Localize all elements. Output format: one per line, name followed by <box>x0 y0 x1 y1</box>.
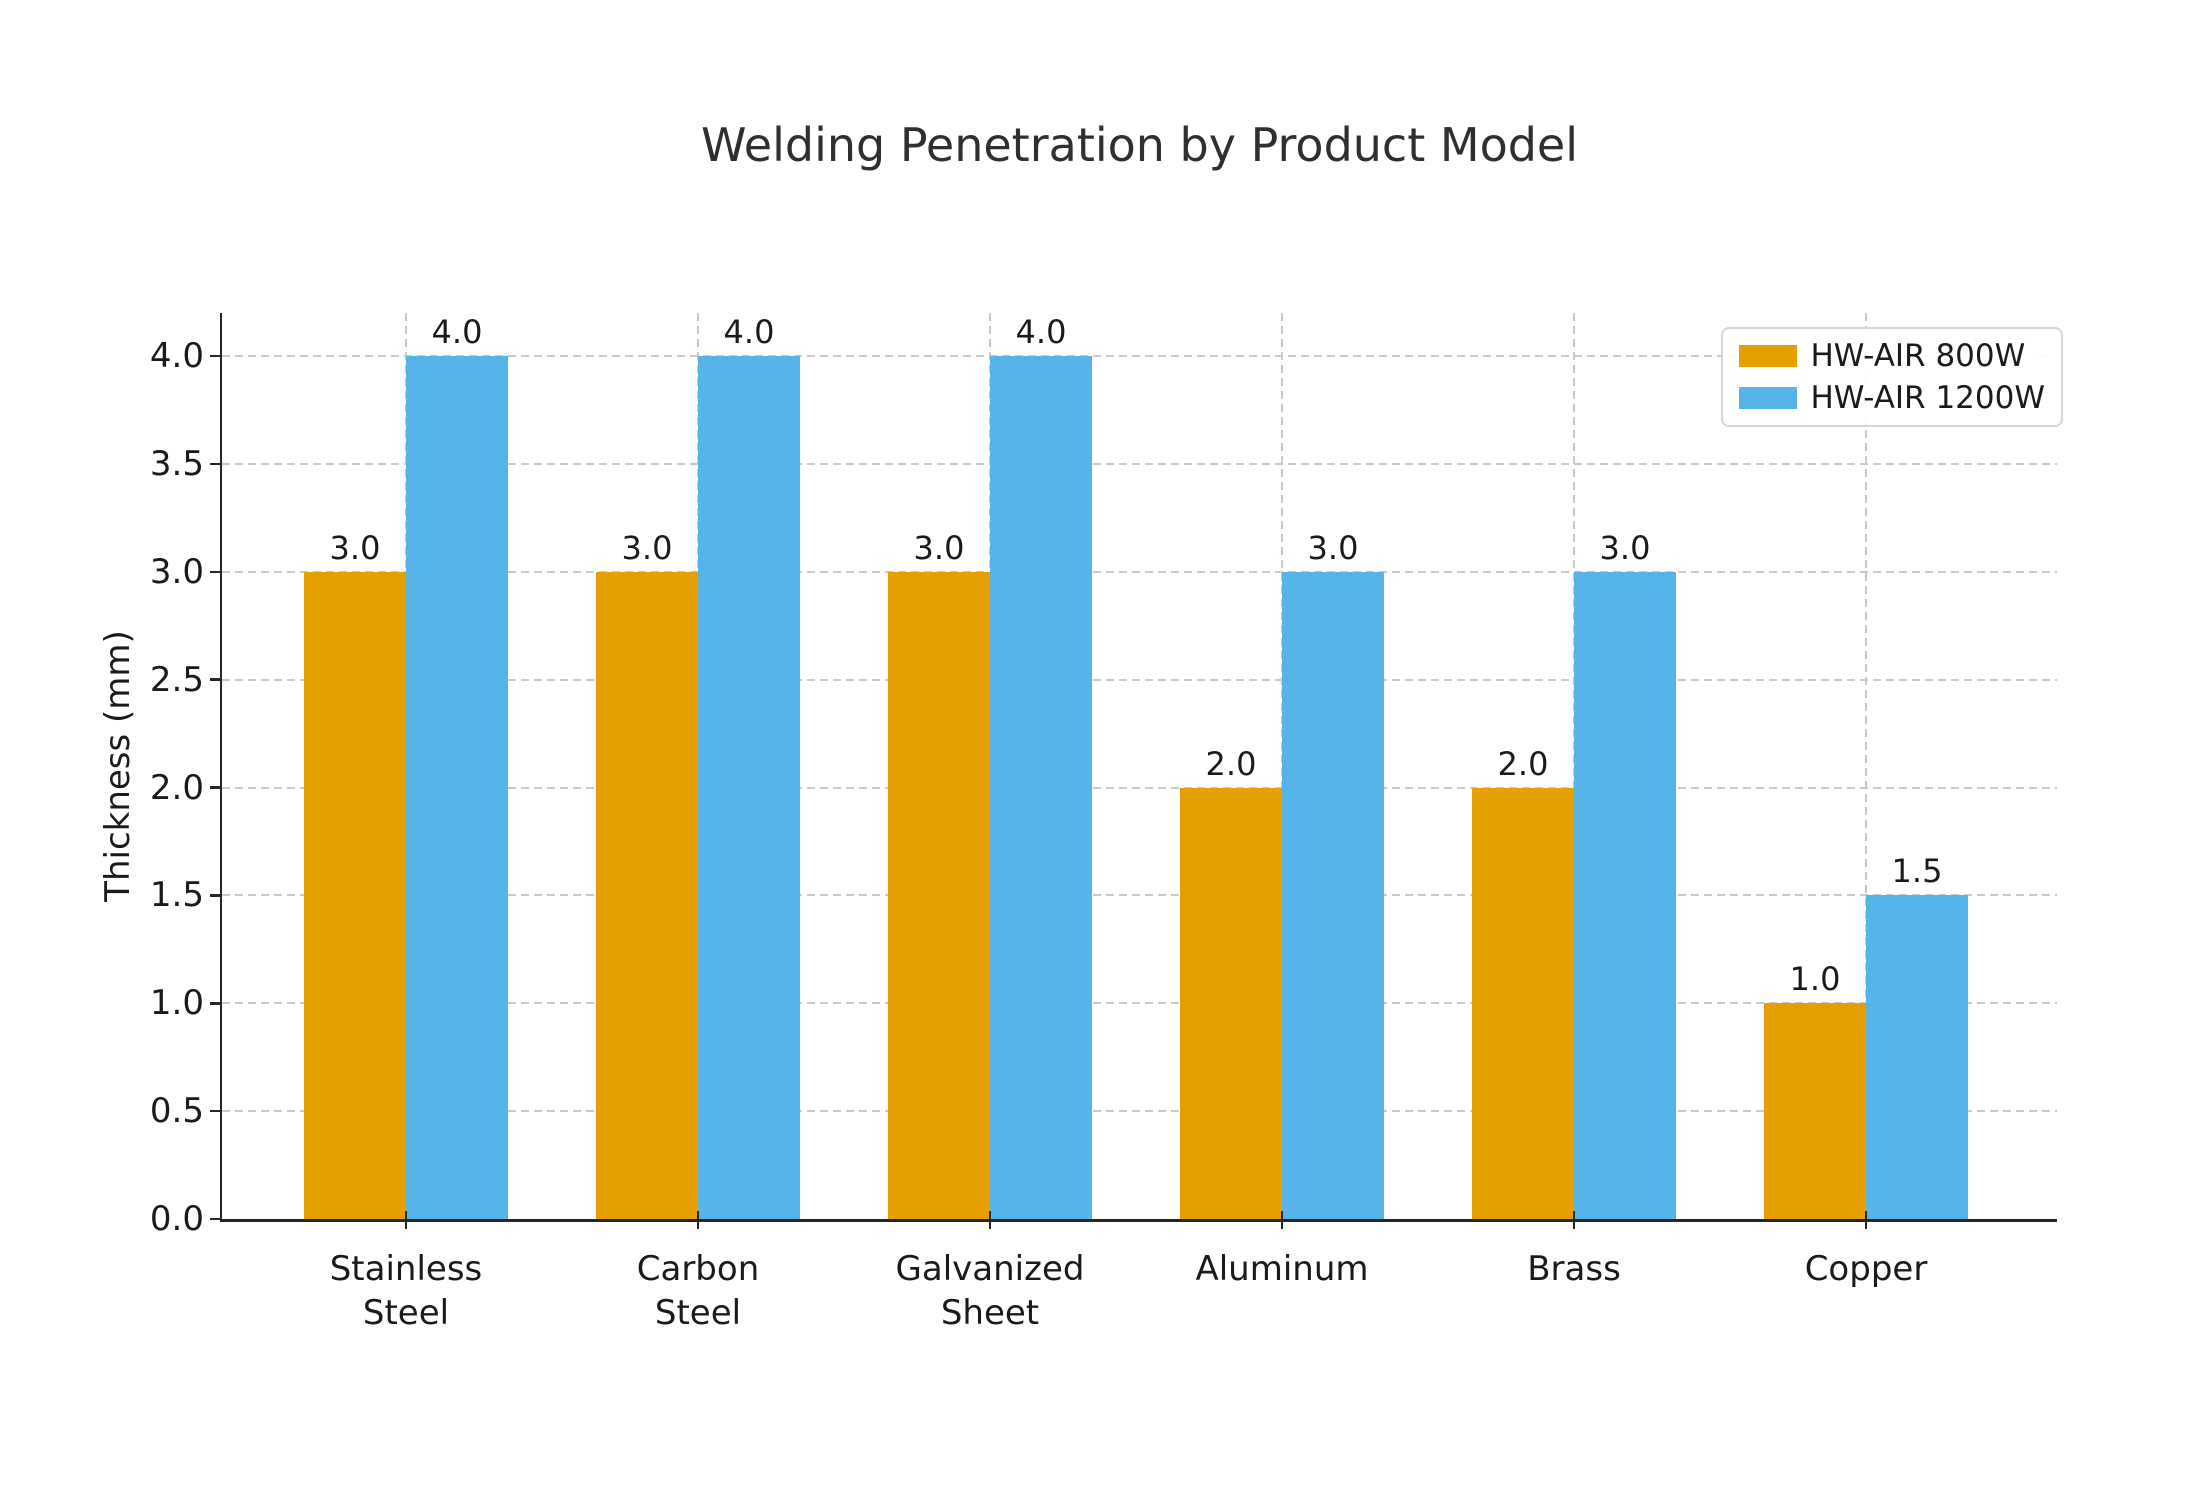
bar-value-label: 3.0 <box>913 528 965 567</box>
gridline-horizontal <box>222 1002 2057 1005</box>
y-tick <box>209 354 220 358</box>
bar-hw-air-1200w <box>990 356 1092 1219</box>
bar-hw-air-1200w <box>698 356 800 1219</box>
x-tick-label: Stainless Steel <box>329 1249 483 1333</box>
gridline-horizontal <box>222 1110 2057 1113</box>
legend: HW-AIR 800W HW-AIR 1200W <box>1720 327 2063 427</box>
y-tick <box>209 570 220 574</box>
y-tick-label: 4.0 <box>149 336 204 377</box>
bar-hw-air-800w <box>1764 1003 1866 1219</box>
y-tick <box>209 786 220 789</box>
legend-swatch-1200w-icon <box>1738 387 1797 409</box>
y-tick-label: 0.5 <box>149 1091 204 1132</box>
y-tick <box>209 894 220 897</box>
bar-value-label: 4.0 <box>431 313 483 352</box>
legend-label-800w: HW-AIR 800W <box>1810 338 2026 374</box>
bar-value-label: 2.0 <box>1497 744 1549 783</box>
y-tick-label: 2.0 <box>149 767 204 808</box>
chart-title: Welding Penetration by Product Model <box>701 118 1578 172</box>
bar-hw-air-800w <box>1180 787 1282 1219</box>
bar-value-label: 1.0 <box>1789 960 1841 999</box>
x-tick-label: Brass <box>1527 1249 1621 1289</box>
bar-value-label: 3.0 <box>1599 528 1651 567</box>
y-tick <box>209 678 220 681</box>
gridline-horizontal <box>222 570 2057 573</box>
bar-hw-air-1200w <box>1574 571 1676 1219</box>
bar-value-label: 2.0 <box>1205 744 1257 783</box>
y-tick <box>209 1002 220 1005</box>
gridline-horizontal <box>222 678 2057 681</box>
y-tick-label: 2.5 <box>149 659 204 700</box>
x-tick-label: Galvanized Sheet <box>895 1249 1085 1333</box>
y-tick-label: 1.5 <box>149 875 204 916</box>
y-tick <box>209 1109 220 1113</box>
y-axis-label: Thickness (mm) <box>98 630 138 902</box>
y-tick-label: 1.0 <box>149 983 204 1024</box>
bar-value-label: 3.0 <box>621 528 673 567</box>
y-tick <box>209 462 220 466</box>
y-axis-spine <box>219 313 222 1222</box>
x-tick-label: Carbon Steel <box>636 1249 760 1333</box>
bar-hw-air-1200w <box>406 356 508 1219</box>
bar-hw-air-1200w <box>1866 895 1968 1219</box>
legend-entry-1200w: HW-AIR 1200W <box>1738 379 2046 417</box>
bar-value-label: 4.0 <box>1015 313 1067 352</box>
bar-hw-air-800w <box>888 571 990 1219</box>
y-tick-label: 3.0 <box>149 551 204 592</box>
legend-label-1200w: HW-AIR 1200W <box>1810 380 2046 416</box>
gridline-vertical <box>1865 313 1867 1219</box>
x-axis-spine <box>219 1219 2057 1222</box>
y-tick <box>209 1217 220 1221</box>
gridline-horizontal <box>222 355 2057 358</box>
bar-value-label: 4.0 <box>723 313 775 352</box>
gridline-horizontal <box>222 786 2057 789</box>
y-tick-label: 3.5 <box>149 444 204 484</box>
bar-hw-air-800w <box>1472 787 1574 1219</box>
bar-value-label: 3.0 <box>1307 528 1359 567</box>
x-tick-label: Aluminum <box>1195 1249 1369 1289</box>
bar-hw-air-800w <box>304 571 406 1219</box>
bar-value-label: 1.5 <box>1891 852 1943 891</box>
gridline-horizontal <box>222 894 2057 897</box>
legend-entry-800w: HW-AIR 800W <box>1738 337 2046 375</box>
bar-value-label: 3.0 <box>329 528 381 567</box>
gridline-horizontal <box>222 463 2057 465</box>
legend-swatch-800w-icon <box>1738 345 1797 367</box>
bar-hw-air-1200w <box>1282 571 1384 1219</box>
y-tick-label: 0.0 <box>149 1199 204 1239</box>
x-tick-label: Copper <box>1804 1249 1928 1289</box>
bar-hw-air-800w <box>596 571 698 1219</box>
plot-area: 3.0 3.0 3.0 2.0 2.0 1.0 4.0 4.0 4.0 3.0 3.0 1.5 Stai… <box>150 313 2057 1333</box>
